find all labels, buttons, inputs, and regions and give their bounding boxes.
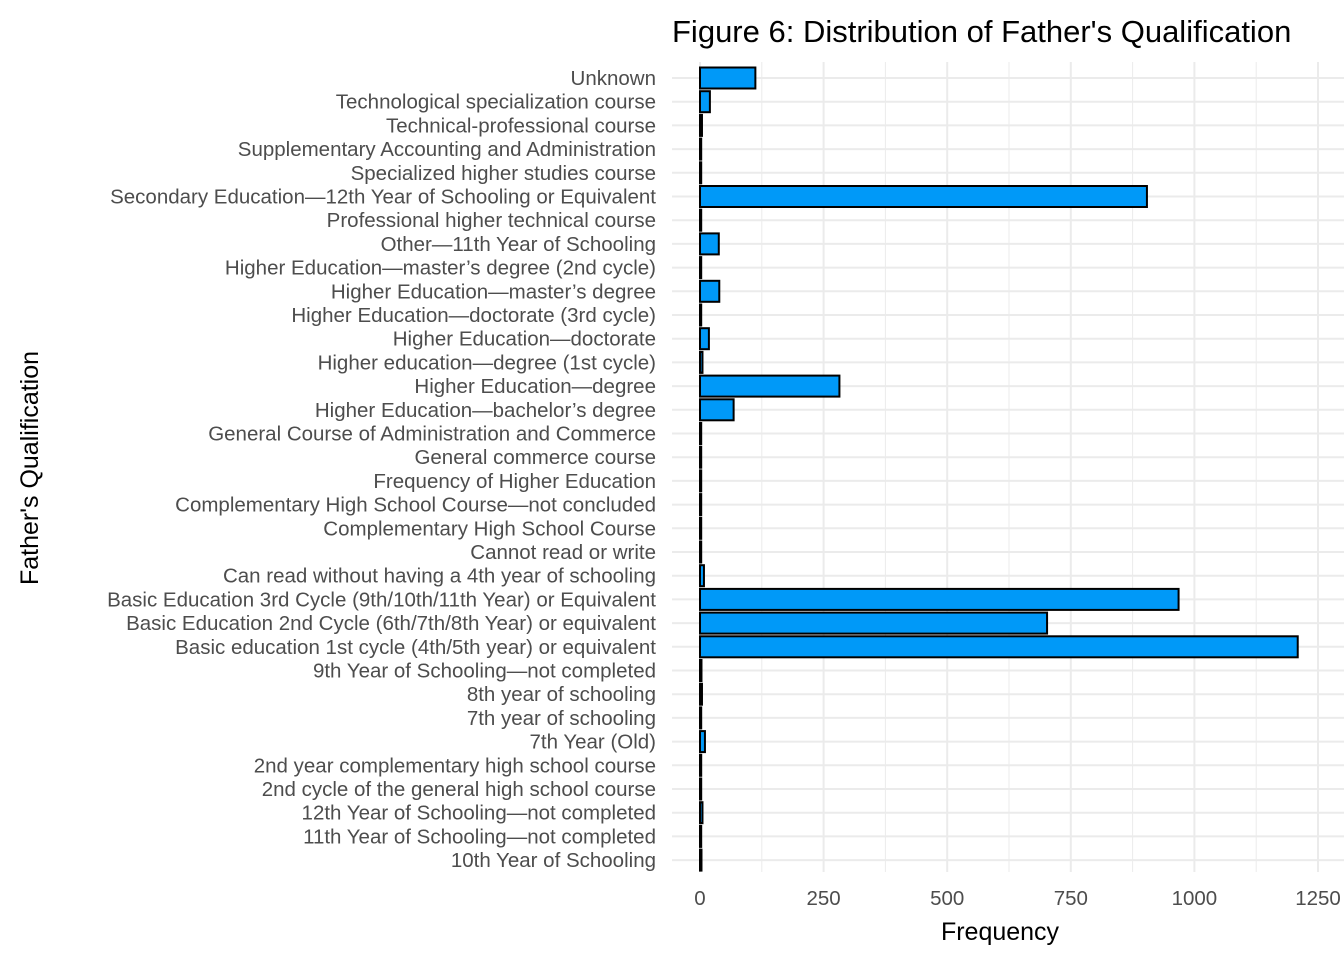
x-tick-labels: 0 250 500 750 1000 1250 — [694, 887, 1341, 910]
x-tick-label: 0 — [694, 887, 705, 910]
x-tick-label: 250 — [806, 887, 840, 910]
category-label: Higher Education—doctorate (3rd cycle) — [291, 304, 656, 327]
category-label: 7th Year (Old) — [530, 731, 657, 754]
bar — [699, 753, 703, 777]
y-axis-title: Father's Qualification — [16, 351, 44, 585]
category-label: Basic education 1st cycle (4th/5th year)… — [175, 636, 656, 659]
grid — [672, 62, 1344, 872]
category-label: Unknown — [571, 67, 656, 90]
bar — [699, 445, 703, 469]
bar — [699, 611, 1049, 635]
bar — [699, 90, 711, 114]
category-label: Higher Education—bachelor’s degree — [315, 399, 656, 422]
category-label: General commerce course — [414, 446, 656, 469]
category-label: 2nd cycle of the general high school cou… — [262, 778, 656, 801]
bar — [699, 161, 703, 185]
category-label: Basic Education 2nd Cycle (6th/7th/8th Y… — [126, 612, 656, 635]
category-label: Complementary High School Course — [323, 517, 656, 540]
bar — [699, 564, 705, 588]
category-label: 7th year of schooling — [467, 707, 656, 730]
bar — [699, 66, 757, 90]
bar — [699, 540, 703, 564]
bar — [699, 682, 703, 706]
bar — [699, 327, 710, 351]
category-label: 9th Year of Schooling—not completed — [313, 660, 656, 683]
category-label: Higher education—degree (1st cycle) — [318, 351, 656, 374]
category-label: Basic Education 3rd Cycle (9th/10th/11th… — [107, 588, 656, 611]
category-label: 12th Year of Schooling—not completed — [302, 802, 656, 825]
bar — [699, 706, 703, 730]
bar — [699, 232, 720, 256]
chart-title: Figure 6: Distribution of Father's Quali… — [672, 14, 1291, 49]
bar — [699, 303, 703, 327]
category-label: Supplementary Accounting and Administrat… — [238, 138, 656, 161]
category-label: Technological specialization course — [336, 91, 656, 114]
bar — [699, 635, 1299, 659]
bar — [699, 659, 703, 682]
category-label: Technical-professional course — [386, 114, 656, 137]
category-label: General Course of Administration and Com… — [208, 423, 656, 446]
category-label: Complementary High School Course—not con… — [175, 494, 656, 517]
bars — [699, 66, 1299, 872]
bar — [699, 516, 703, 540]
category-label: Higher Education—master’s degree — [331, 280, 656, 303]
bar — [699, 587, 1180, 611]
x-tick-label: 500 — [930, 887, 964, 910]
bar — [699, 374, 841, 398]
x-tick-label: 1000 — [1172, 887, 1218, 910]
bar — [699, 801, 704, 825]
category-label: 2nd year complementary high school cours… — [254, 754, 656, 777]
bar — [699, 256, 703, 280]
bar — [699, 848, 703, 872]
bar — [699, 493, 703, 517]
category-label: Frequency of Higher Education — [373, 470, 656, 493]
category-label: 11th Year of Schooling—not completed — [303, 825, 656, 848]
category-label: Higher Education—doctorate — [393, 328, 656, 351]
bar — [699, 422, 703, 445]
category-label: Can read without having a 4th year of sc… — [223, 565, 656, 588]
category-label: Specialized higher studies course — [351, 162, 656, 185]
bar — [699, 137, 703, 161]
bar — [699, 398, 735, 422]
x-tick-label: 1250 — [1295, 887, 1341, 910]
category-label: Higher Education—master’s degree (2nd cy… — [225, 257, 656, 280]
category-label: Cannot read or write — [470, 541, 656, 564]
category-label: Professional higher technical course — [327, 209, 656, 232]
bar — [699, 185, 1148, 208]
category-label: Other—11th Year of Schooling — [381, 233, 656, 256]
x-axis-title: Frequency — [941, 918, 1060, 946]
category-label: Secondary Education—12th Year of Schooli… — [110, 186, 656, 209]
bar — [699, 730, 706, 754]
bar — [699, 777, 703, 801]
category-label: Higher Education—degree — [414, 375, 656, 398]
bar — [699, 469, 703, 493]
category-label: 8th year of schooling — [467, 683, 656, 706]
bar — [699, 208, 703, 232]
bar — [699, 824, 703, 848]
bar — [699, 279, 721, 303]
x-tick-label: 750 — [1054, 887, 1088, 910]
category-label: 10th Year of Schooling — [451, 849, 656, 872]
bar — [699, 350, 704, 374]
bar — [699, 113, 703, 137]
